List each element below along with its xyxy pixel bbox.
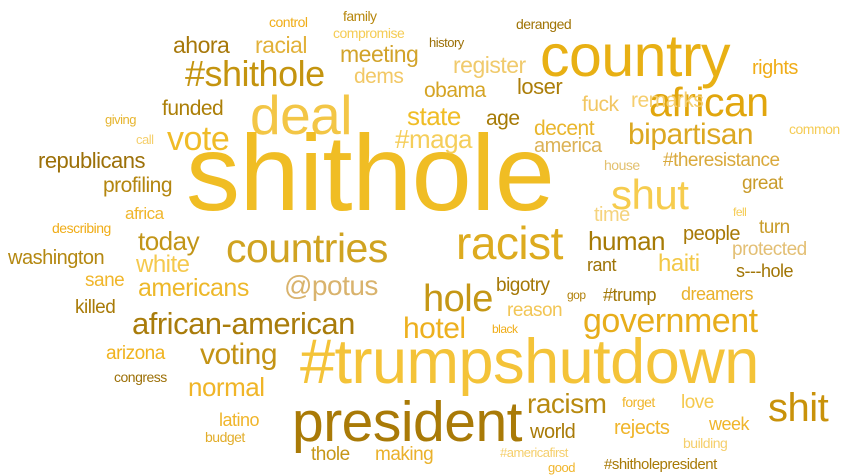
word-shut: shut	[611, 171, 689, 218]
word-dreamers: dreamers	[681, 284, 754, 304]
word-thole: thole	[311, 444, 350, 465]
word-dems: dems	[354, 65, 404, 88]
word-racist: racist	[456, 217, 563, 269]
word-government: government	[583, 302, 758, 340]
word-describing: describing	[52, 220, 111, 236]
word-africa: africa	[125, 204, 164, 223]
word-rant: rant	[587, 255, 617, 275]
word-love: love	[681, 392, 714, 413]
word-country: country	[540, 23, 730, 89]
word-african: african	[649, 79, 769, 125]
word-killed: killed	[75, 297, 116, 318]
word-gop: gop	[567, 288, 586, 302]
word-black: black	[492, 322, 518, 336]
word-control: control	[269, 14, 308, 30]
word-today: today	[138, 226, 200, 256]
word-people: people	[683, 223, 741, 245]
word-trump: #trump	[603, 285, 657, 305]
word-washington: washington	[8, 247, 105, 269]
word-sane: sane	[85, 270, 125, 291]
word-trumpshutdown: #trumpshutdown	[300, 327, 759, 397]
word-history: history	[429, 35, 464, 50]
word-reason: reason	[507, 300, 563, 321]
word-normal: normal	[188, 372, 265, 402]
word-compromise: compromise	[333, 25, 405, 41]
word-house: house	[604, 157, 640, 173]
word-protected: protected	[732, 239, 807, 260]
word-common: common	[789, 121, 840, 137]
word-latino: latino	[219, 410, 260, 430]
word-deal: deal	[250, 84, 352, 146]
word-budget: budget	[205, 429, 245, 445]
word-white: white	[136, 251, 190, 278]
word-bigotry: bigotry	[496, 275, 550, 296]
word-hash-shithole: #shithole	[185, 53, 325, 94]
word-funded: funded	[162, 97, 224, 120]
word-call: call	[136, 132, 154, 147]
word-register: register	[453, 52, 526, 78]
word-vote: vote	[167, 120, 230, 158]
word-state: state	[407, 101, 461, 131]
word-bipartisan: bipartisan	[628, 118, 754, 151]
word-hole: hole	[423, 278, 493, 320]
word-obama: obama	[424, 79, 486, 102]
word-maga: #maga	[395, 124, 473, 154]
word-good: good	[548, 460, 575, 475]
word-fuck: fuck	[582, 93, 619, 116]
word-profiling: profiling	[103, 174, 173, 197]
word-americafirst: #americafirst	[500, 445, 568, 460]
word-fell: fell	[733, 205, 747, 219]
word-president: president	[292, 390, 523, 454]
word-arizona: arizona	[106, 343, 165, 364]
word-americans: americans	[138, 274, 249, 302]
word-rights: rights	[752, 57, 798, 79]
word-america: america	[534, 135, 602, 157]
word-decent: decent	[534, 117, 595, 140]
word-great: great	[742, 173, 783, 194]
word-shithole: shithole	[186, 112, 555, 233]
word-age: age	[486, 107, 520, 130]
word-republicans: republicans	[38, 148, 146, 173]
word-human: human	[588, 226, 666, 256]
word-remarks: remarks	[631, 89, 704, 112]
word-meeting: meeting	[340, 41, 419, 67]
word-giving: giving	[105, 112, 136, 127]
word-african-american: african-american	[132, 306, 355, 341]
word-rejects: rejects	[614, 417, 670, 439]
word-racial: racial	[255, 32, 307, 58]
word-potus: @potus	[284, 270, 378, 301]
word-hotel: hotel	[403, 312, 466, 345]
word-congress: congress	[114, 369, 167, 385]
word-countries: countries	[226, 225, 388, 271]
word-building: building	[683, 435, 728, 451]
word-forget: forget	[622, 394, 655, 410]
word-s-hole: s---hole	[736, 261, 794, 281]
word-racism: racism	[527, 388, 607, 419]
word-ahora: ahora	[173, 32, 230, 58]
word-world: world	[530, 421, 576, 443]
word-shit: shit	[768, 386, 829, 430]
word-voting: voting	[200, 338, 278, 371]
word-week: week	[709, 414, 750, 434]
word-turn: turn	[759, 217, 790, 238]
word-deranged: deranged	[516, 16, 572, 32]
word-time: time	[594, 204, 630, 226]
word-loser: loser	[517, 74, 563, 99]
word-making: making	[375, 444, 434, 465]
word-haiti: haiti	[658, 250, 700, 277]
word-shitholepresident: #shitholepresident	[604, 456, 717, 473]
word-theresistance: #theresistance	[663, 150, 780, 171]
word-family: family	[343, 8, 377, 24]
